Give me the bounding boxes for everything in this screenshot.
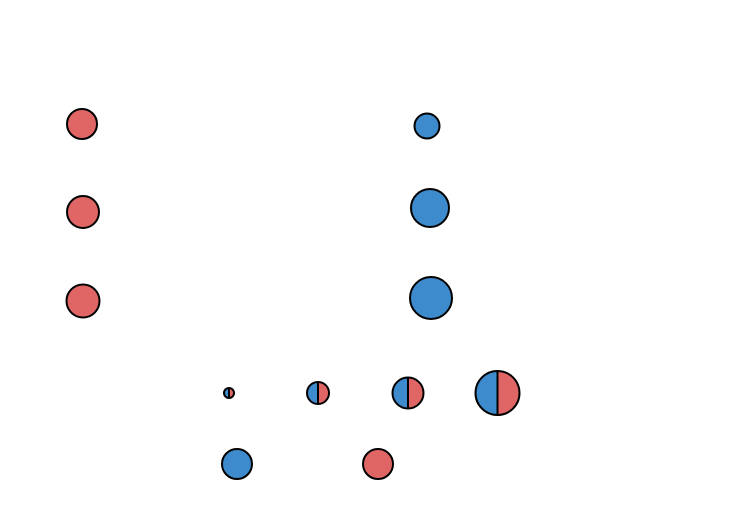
- color-key-blue-circle: [221, 448, 253, 480]
- blue-circle-medium: [410, 188, 450, 228]
- split-circle-1: [223, 387, 235, 399]
- split-circle-3: [391, 376, 425, 410]
- half-split-size-legend: [223, 370, 521, 416]
- blue-circle-large: [409, 276, 453, 320]
- split-circle-2: [306, 381, 330, 405]
- color-key: [221, 448, 394, 480]
- left-red-column: [65, 108, 101, 319]
- red-circle-3: [65, 283, 101, 319]
- color-key-red-circle: [362, 448, 394, 480]
- split-circle-4: [474, 370, 521, 416]
- red-circle-2: [66, 195, 100, 229]
- red-circle-1: [66, 108, 98, 140]
- right-blue-column: [409, 112, 453, 320]
- blue-circle-small: [413, 112, 441, 140]
